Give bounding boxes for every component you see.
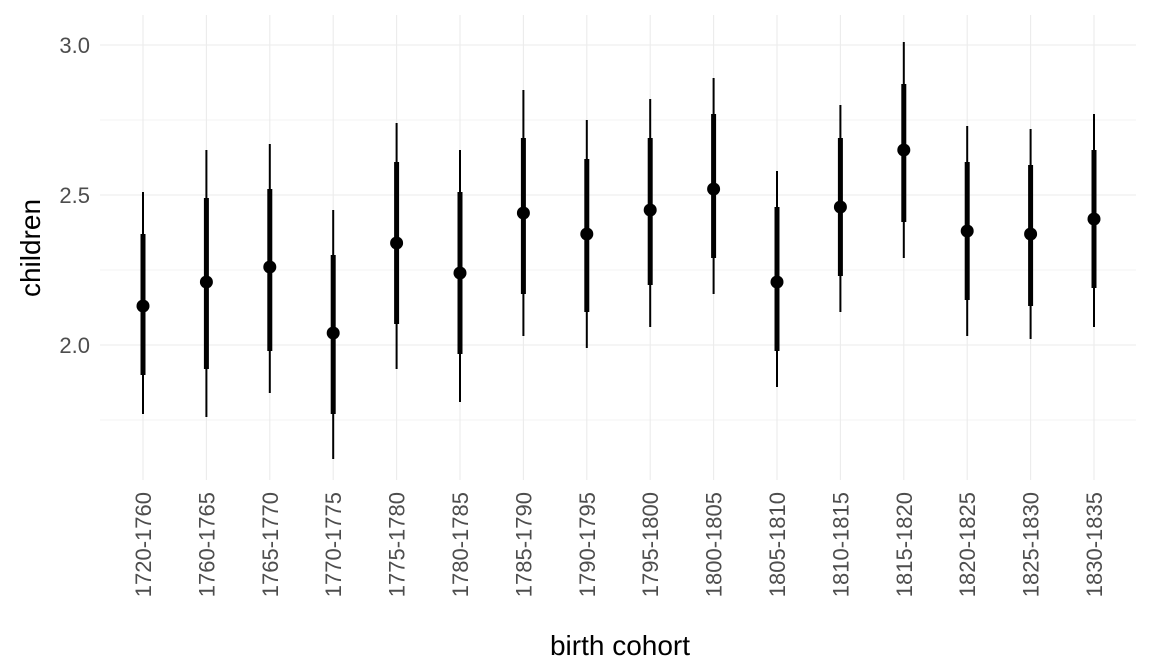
y-axis-title: children [15, 199, 46, 297]
x-tick-label: 1825-1830 [1019, 492, 1044, 597]
x-tick-label: 1770-1775 [321, 492, 346, 597]
x-tick-label: 1790-1795 [575, 492, 600, 597]
estimate-point [516, 206, 530, 220]
y-tick-label: 2.0 [59, 333, 90, 358]
estimate-point [1024, 227, 1038, 241]
x-tick-label: 1785-1790 [511, 492, 536, 597]
interval-marks [136, 42, 1101, 459]
estimate-point [199, 275, 213, 289]
y-tick-labels: 2.0 2.5 3.0 [59, 33, 90, 358]
x-tick-label: 1805-1810 [765, 492, 790, 597]
x-tick-label: 1820-1825 [955, 492, 980, 597]
x-tick-label: 1780-1785 [448, 492, 473, 597]
x-tick-label: 1720-1760 [131, 492, 156, 597]
estimate-point [263, 260, 277, 274]
x-tick-label: 1810-1815 [828, 492, 853, 597]
estimate-point [580, 227, 594, 241]
x-tick-label: 1760-1765 [194, 492, 219, 597]
x-axis-title: birth cohort [550, 630, 690, 661]
x-tick-label: 1765-1770 [258, 492, 283, 597]
x-tick-labels: 1720-1760 1760-1765 1765-1770 1770-1775 1775… [131, 492, 1107, 597]
estimate-point [897, 143, 911, 157]
y-tick-label: 2.5 [59, 183, 90, 208]
estimate-point [1087, 212, 1101, 226]
y-tick-label: 3.0 [59, 33, 90, 58]
estimate-point [960, 224, 974, 238]
grid [100, 15, 1136, 480]
estimate-point [453, 266, 467, 280]
estimate-point [643, 203, 657, 217]
estimate-point [326, 326, 340, 340]
x-tick-label: 1795-1800 [638, 492, 663, 597]
estimate-point [770, 275, 784, 289]
estimate-point [390, 236, 404, 250]
x-tick-label: 1830-1835 [1082, 492, 1107, 597]
estimate-point [707, 182, 721, 196]
x-tick-label: 1815-1820 [892, 492, 917, 597]
x-tick-label: 1800-1805 [702, 492, 727, 597]
estimate-point [136, 299, 150, 313]
x-tick-label: 1775-1780 [385, 492, 410, 597]
estimate-point [833, 200, 847, 214]
